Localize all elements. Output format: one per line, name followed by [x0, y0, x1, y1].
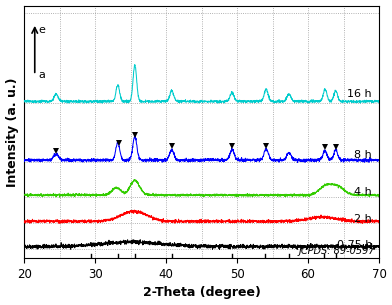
Y-axis label: Intensity (a. u.): Intensity (a. u.)	[5, 77, 18, 187]
Text: 4 h: 4 h	[354, 187, 372, 197]
Text: e: e	[38, 25, 45, 35]
Text: a: a	[38, 70, 45, 80]
Text: 8 h: 8 h	[354, 150, 372, 160]
X-axis label: 2-Theta (degree): 2-Theta (degree)	[143, 286, 261, 300]
Text: 16 h: 16 h	[347, 89, 372, 99]
Text: JCPDS: 89-0597: JCPDS: 89-0597	[299, 246, 376, 257]
Text: 2 h: 2 h	[354, 214, 372, 224]
Text: 0.75 h: 0.75 h	[337, 240, 372, 250]
